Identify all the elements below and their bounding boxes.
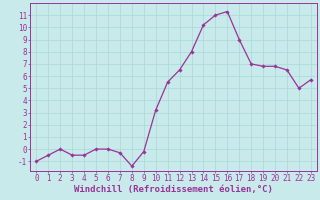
X-axis label: Windchill (Refroidissement éolien,°C): Windchill (Refroidissement éolien,°C)	[74, 185, 273, 194]
